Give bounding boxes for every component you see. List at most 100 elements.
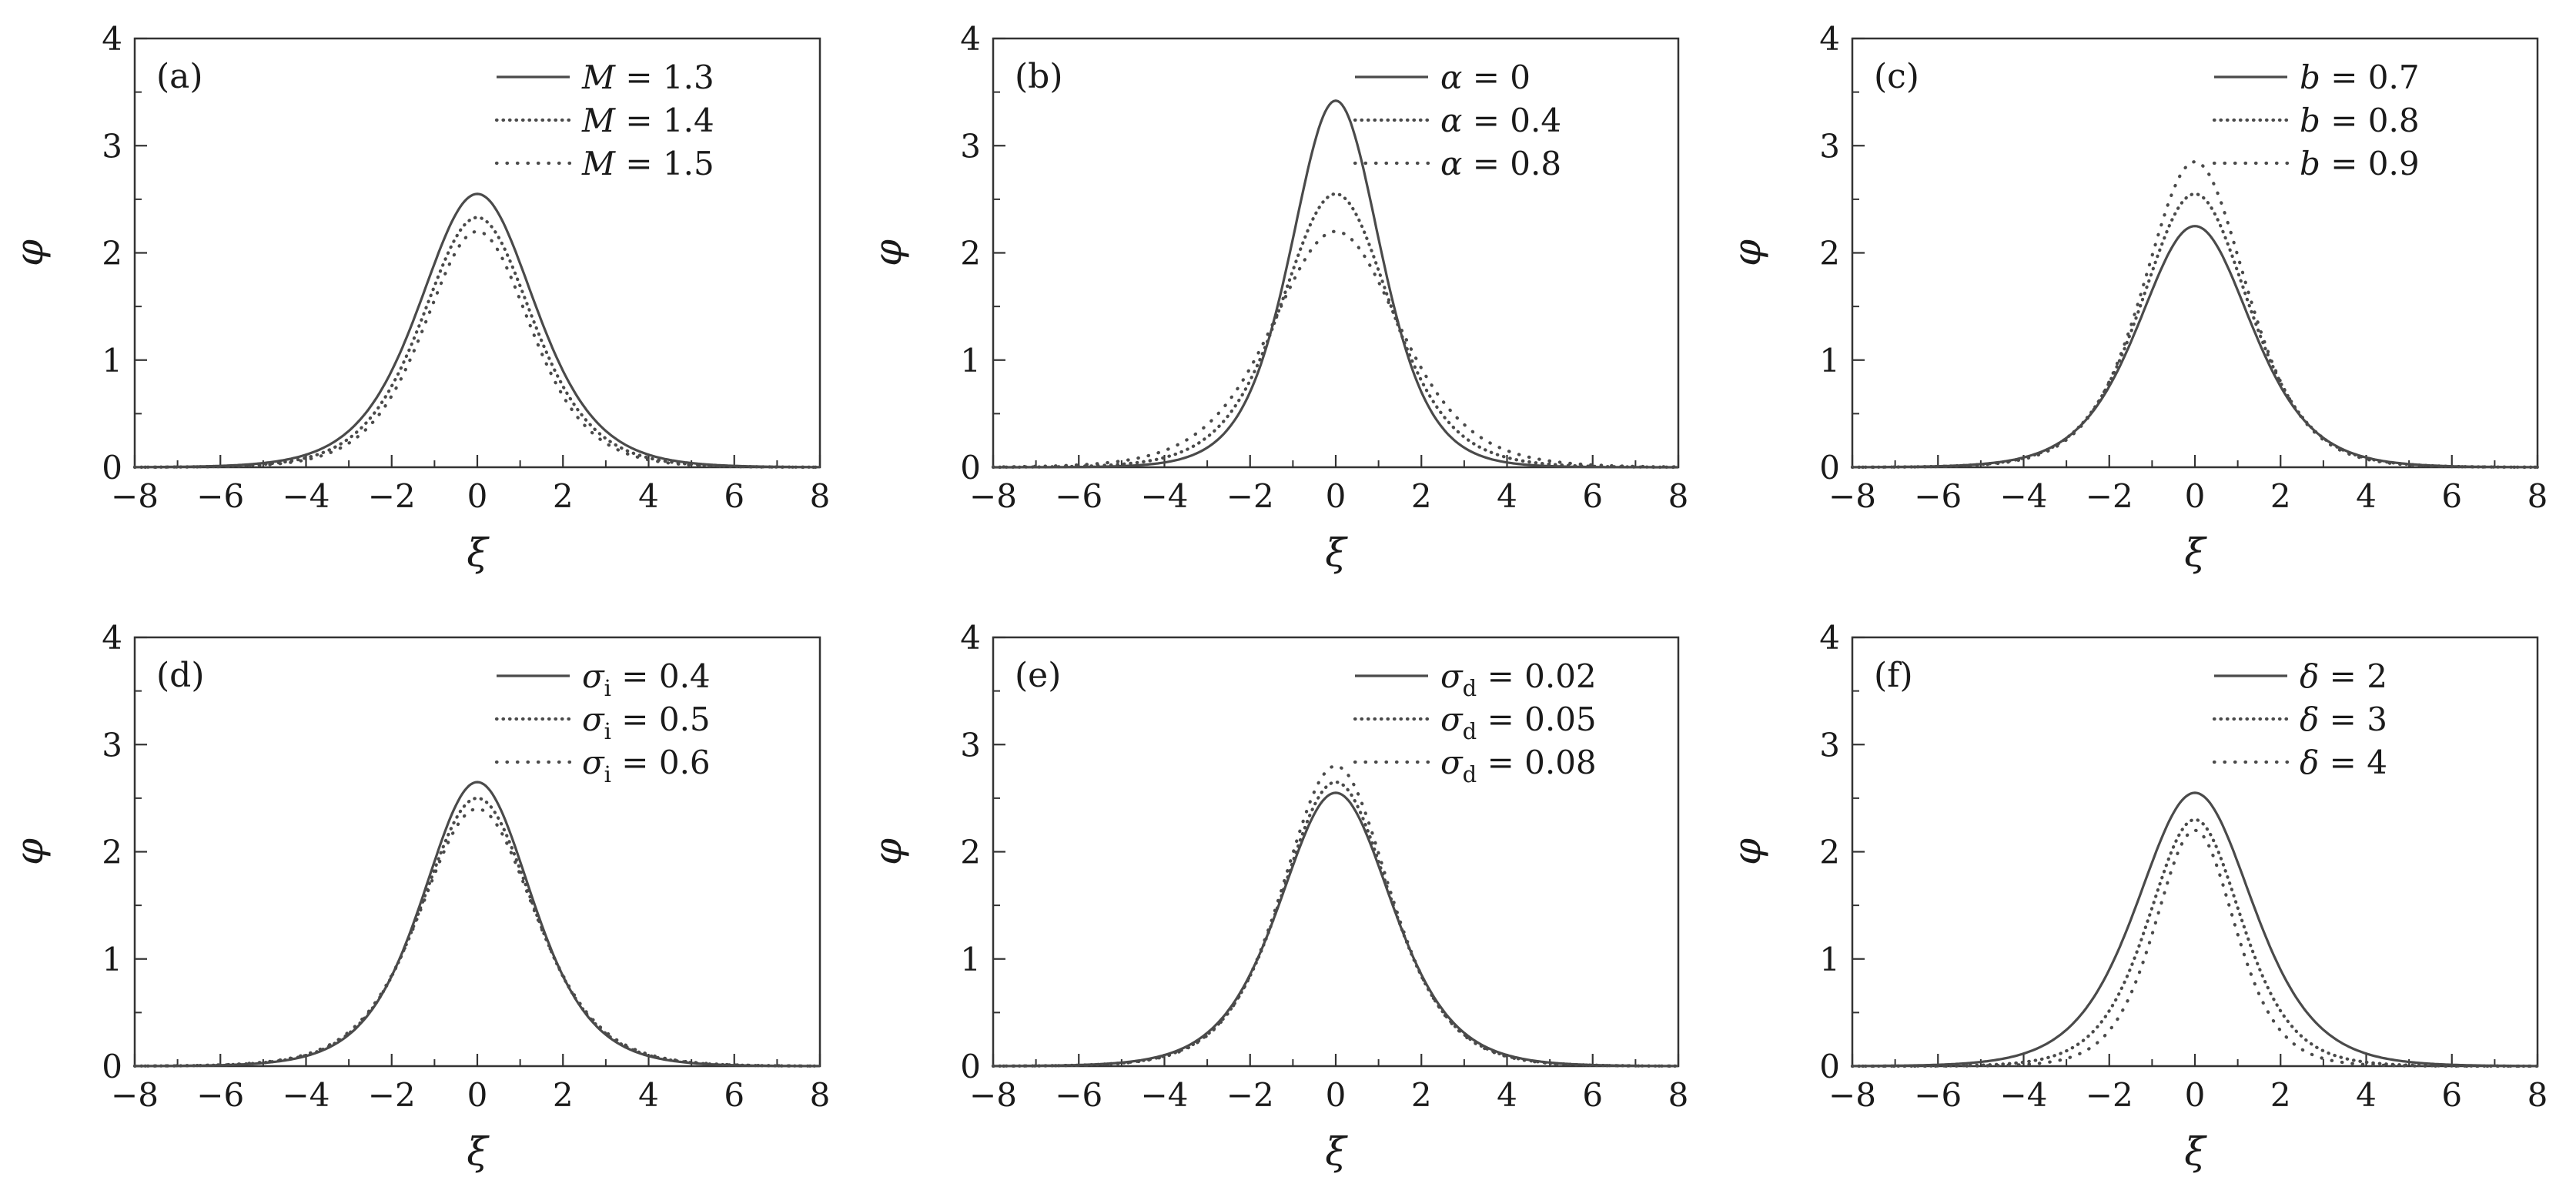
x-axis-ticks: −8 −6 −4 −2 0 2 4 6 8	[969, 1053, 1689, 1114]
plot-frame	[1851, 636, 2538, 1067]
x-tick-label: −4	[1141, 477, 1189, 515]
plot-frame	[133, 37, 821, 469]
panel-f: −8 −6 −4 −2 0 2 4 6 8 0 1 2 3 4 ξ φ (f) δ = 2 δ = 3 δ = 4	[1718, 599, 2576, 1197]
legend-label: σi = 0.6	[582, 744, 711, 787]
x-tick-label: 6	[724, 477, 744, 515]
y-tick-label: 1	[961, 940, 982, 978]
legend: M = 1.3 M = 1.4 M = 1.5	[494, 59, 714, 182]
series-line	[1850, 192, 2539, 469]
y-tick-label: 3	[961, 726, 982, 764]
y-tick-label: 4	[961, 20, 982, 58]
x-tick-label: 4	[638, 477, 659, 515]
panel-c: −8 −6 −4 −2 0 2 4 6 8 0 1 2 3 4 ξ φ (c) b = 0.7 b = 0.8 b =…	[1718, 0, 2576, 598]
y-tick-label: 0	[961, 449, 982, 486]
series-line	[135, 780, 820, 1067]
x-axis-label: ξ	[467, 530, 490, 575]
y-tick-label: 3	[102, 127, 122, 165]
y-tick-label: 0	[1819, 1048, 1840, 1085]
x-tick-label: 4	[1497, 477, 1517, 515]
series-line	[992, 780, 1681, 1068]
series-line	[132, 229, 822, 469]
x-tick-label: 4	[2356, 1076, 2377, 1114]
y-tick-label: 1	[1819, 940, 1840, 978]
y-tick-label: 3	[1819, 726, 1840, 764]
y-tick-label: 1	[102, 342, 122, 379]
x-tick-label: 6	[1583, 1076, 1604, 1114]
y-axis-label: φ	[1725, 838, 1769, 864]
x-tick-label: −6	[1055, 477, 1103, 515]
y-tick-label: 1	[961, 342, 982, 379]
series-line	[1850, 159, 2539, 469]
x-tick-label: −6	[1055, 1076, 1103, 1114]
legend: b = 0.7 b = 0.8 b = 0.9	[2212, 59, 2420, 182]
y-tick-label: 1	[102, 940, 122, 978]
x-tick-label: 4	[1497, 1076, 1517, 1114]
legend-label: b = 0.7	[2300, 59, 2420, 96]
panel-e: −8 −6 −4 −2 0 2 4 6 8 0 1 2 3 4 ξ φ (e) σd = 0.02 σd = 0.0…	[858, 599, 1717, 1197]
x-tick-label: −4	[1999, 477, 2047, 515]
legend-label: σi = 0.5	[582, 700, 711, 744]
x-tick-label: −8	[1828, 1076, 1876, 1114]
x-tick-label: −6	[196, 1076, 244, 1114]
series-line	[992, 192, 1681, 469]
x-tick-label: −2	[368, 477, 416, 515]
x-axis-ticks: −8 −6 −4 −2 0 2 4 6 8	[111, 1053, 830, 1114]
x-tick-label: −6	[1914, 1076, 1962, 1114]
x-tick-label: 8	[2527, 477, 2548, 515]
y-tick-label: 3	[961, 127, 982, 165]
series-line	[1852, 791, 2538, 1067]
x-axis-label: ξ	[1326, 1129, 1349, 1174]
series-line	[1850, 828, 2539, 1068]
legend-label: M = 1.3	[581, 59, 714, 96]
panel-label: (c)	[1874, 57, 1919, 96]
x-axis-label: ξ	[1326, 530, 1349, 575]
y-axis-label: φ	[7, 239, 52, 266]
x-tick-label: 2	[553, 1076, 574, 1114]
legend-label: α = 0.8	[1440, 145, 1561, 182]
series-line	[135, 192, 820, 469]
plot-frame	[133, 636, 821, 1067]
legend-label: σd = 0.08	[1440, 744, 1597, 787]
panel-label: (f)	[1874, 656, 1913, 695]
y-tick-label: 2	[961, 235, 982, 273]
x-tick-label: 8	[810, 477, 831, 515]
x-tick-label: 8	[2527, 1076, 2548, 1114]
y-axis-ticks: 0 1 2 3 4	[102, 20, 147, 486]
series-line	[1850, 818, 2539, 1068]
legend-label: b = 0.9	[2300, 145, 2420, 182]
y-tick-label: 2	[961, 833, 982, 871]
x-tick-label: 8	[1668, 477, 1689, 515]
x-tick-label: 4	[638, 1076, 659, 1114]
x-tick-label: 0	[1326, 477, 1347, 515]
y-axis-ticks: 0 1 2 3 4	[102, 619, 147, 1085]
x-tick-label: 2	[1411, 1076, 1432, 1114]
x-tick-label: −8	[111, 477, 159, 515]
legend-label: b = 0.8	[2300, 102, 2420, 139]
x-tick-label: 6	[2441, 1076, 2462, 1114]
x-tick-label: −8	[111, 1076, 159, 1114]
legend-label: δ = 2	[2300, 657, 2387, 695]
y-axis-label: φ	[7, 838, 52, 864]
x-tick-label: −2	[2085, 1076, 2133, 1114]
series-curves	[992, 764, 1681, 1068]
y-axis-ticks: 0 1 2 3 4	[1819, 619, 1865, 1085]
x-tick-label: −8	[969, 477, 1017, 515]
y-tick-label: 4	[1819, 619, 1840, 657]
y-tick-label: 0	[1819, 449, 1840, 486]
y-tick-label: 2	[1819, 235, 1840, 273]
x-tick-label: 2	[1411, 477, 1432, 515]
panel-label: (a)	[156, 57, 203, 96]
series-curves	[132, 192, 822, 469]
plot-frame	[992, 37, 1680, 469]
panel-label: (b)	[1015, 57, 1063, 96]
x-tick-label: −8	[1828, 477, 1876, 515]
series-line	[993, 99, 1679, 469]
y-axis-ticks: 0 1 2 3 4	[1819, 20, 1865, 486]
series-curves	[1850, 159, 2539, 469]
legend-label: M = 1.4	[581, 102, 714, 139]
series-curves	[132, 780, 822, 1068]
panel-label: (e)	[1015, 656, 1061, 695]
